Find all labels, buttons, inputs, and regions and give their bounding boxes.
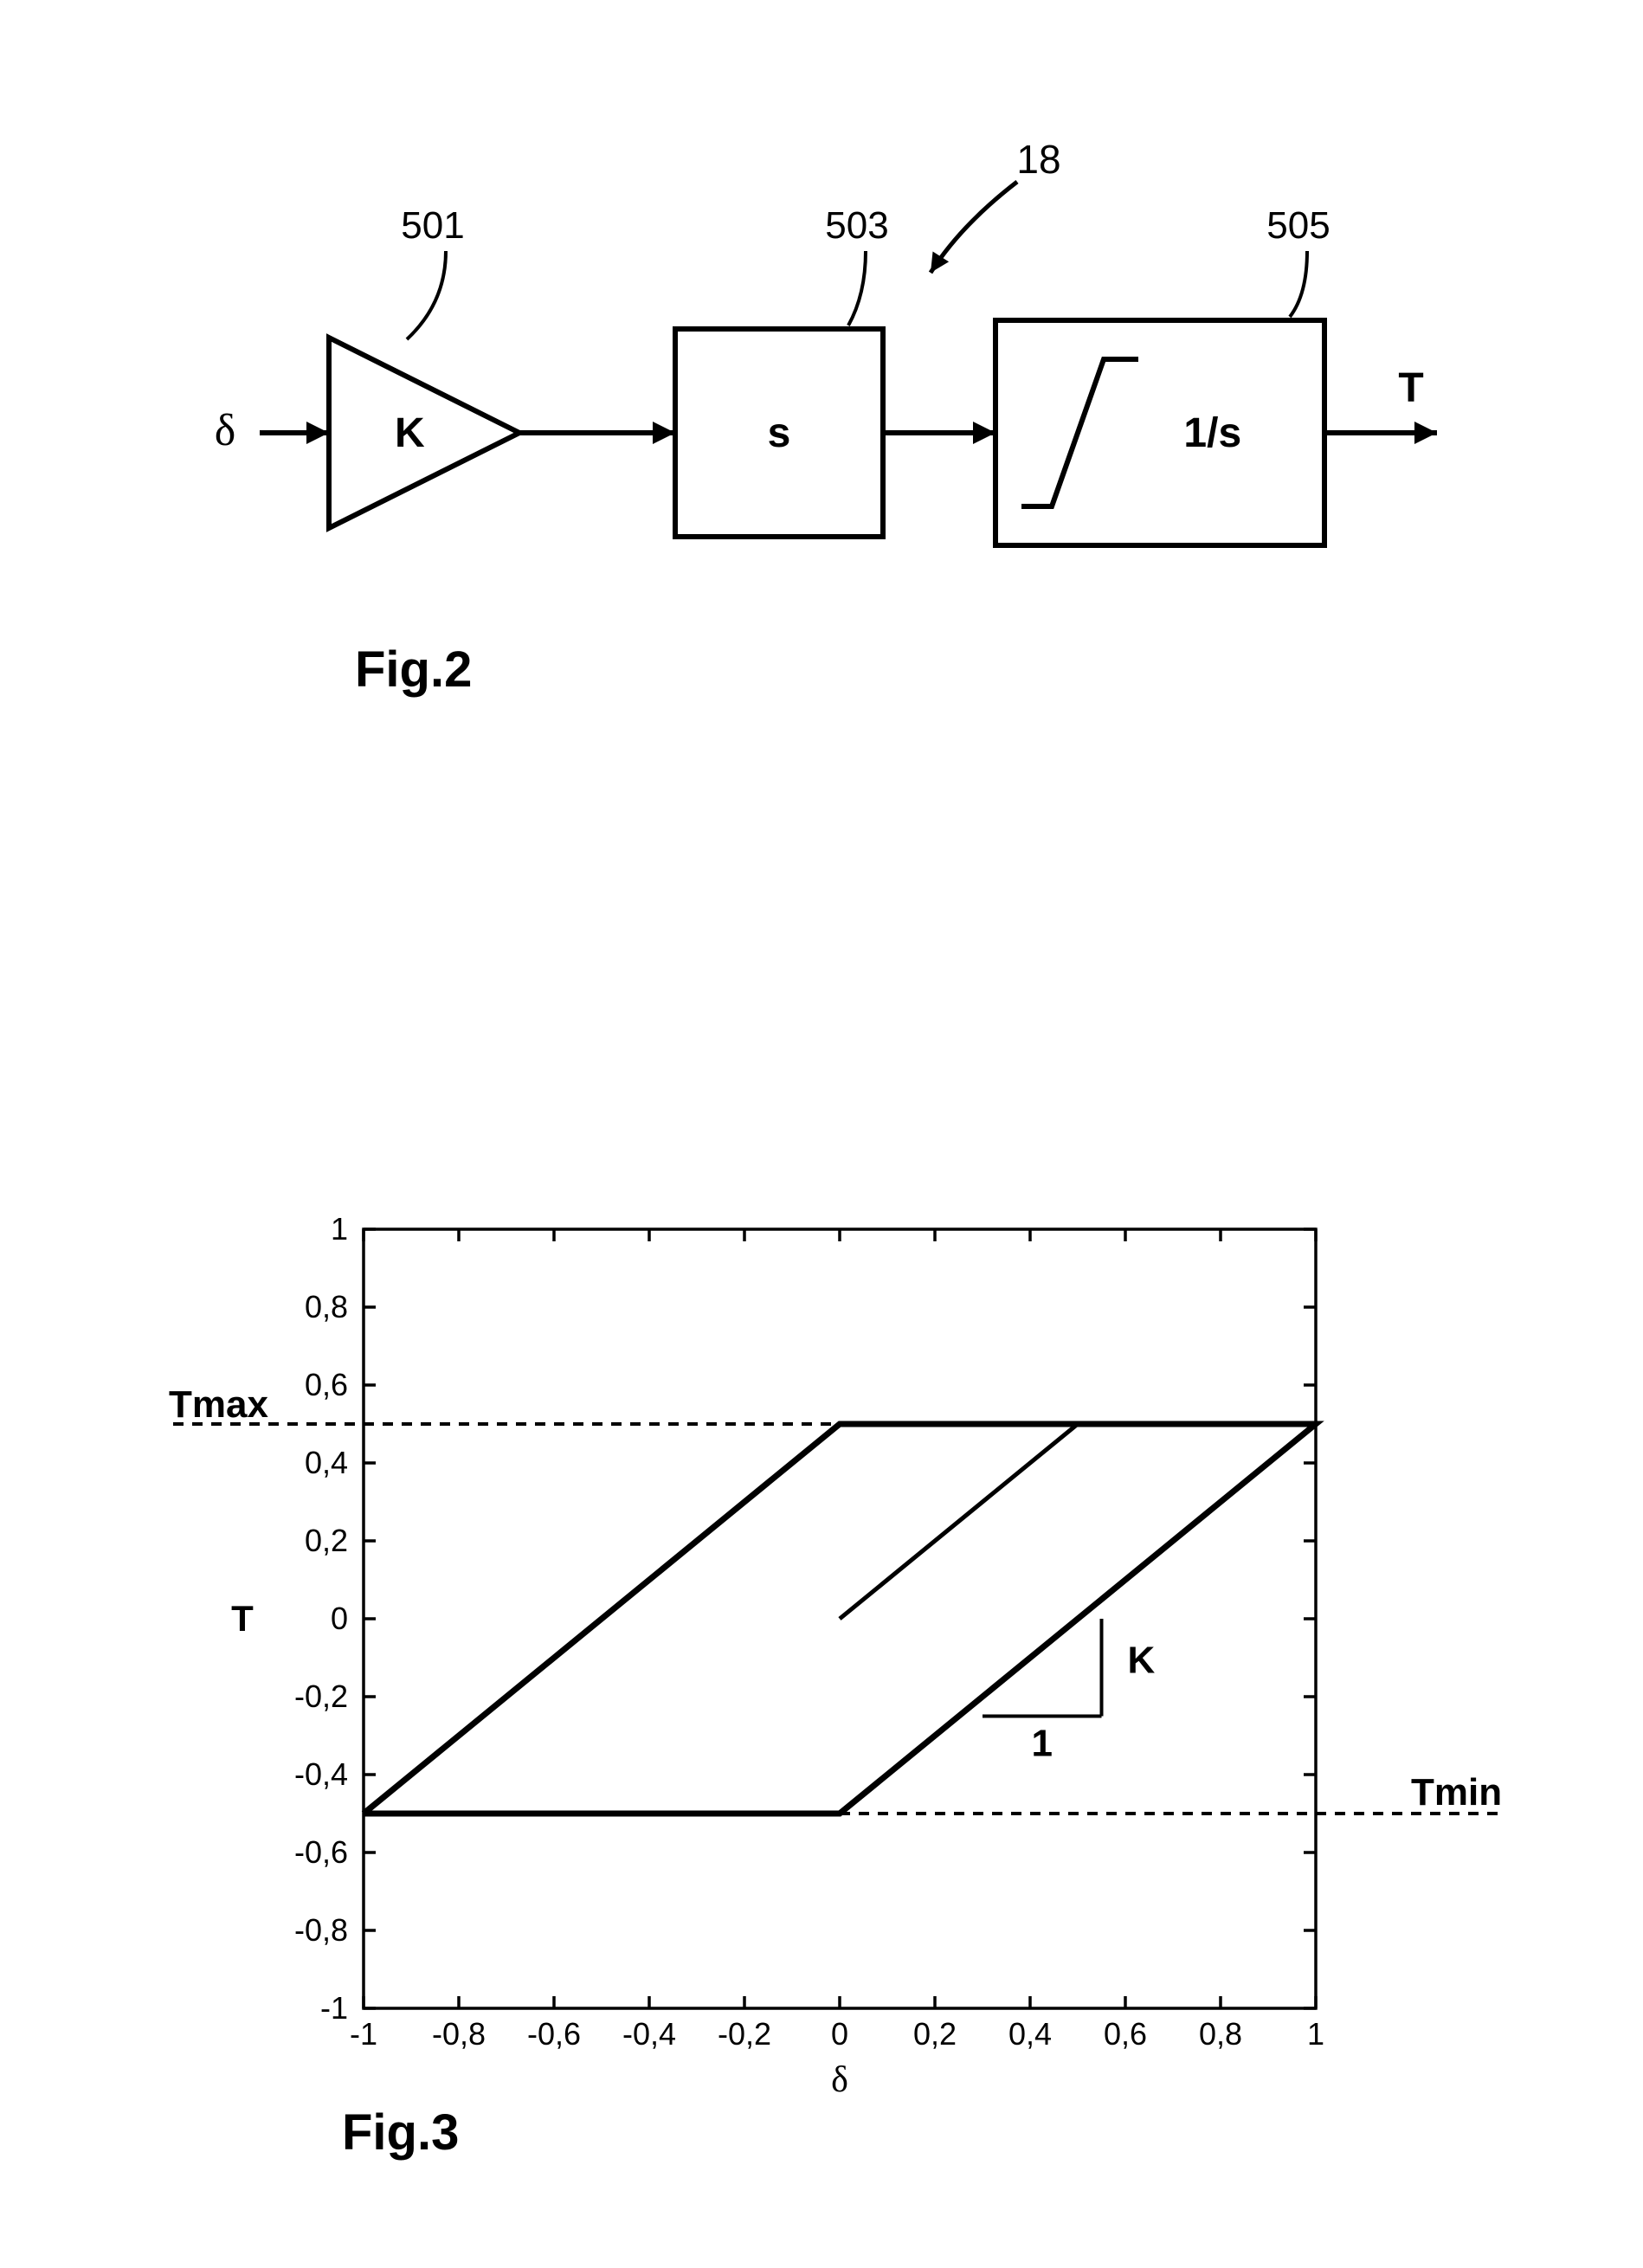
y-tick-label: -1 bbox=[320, 1990, 348, 2026]
integrator-label: 1/s bbox=[1183, 410, 1241, 456]
fig3-hysteresis-chart: -1 -0,8 -0,6 -0,4 -0,2 0 0,2 0,4 0,6 0,8 1 -1 -0,8 -0… bbox=[0, 1091, 1643, 2129]
x-tick-label: -0,8 bbox=[432, 2016, 486, 2052]
center-slope-line bbox=[840, 1424, 1078, 1619]
y-tick-label: -0,4 bbox=[294, 1756, 348, 1792]
fig2-output-label: T bbox=[1398, 365, 1423, 411]
x-tick-label: -0,6 bbox=[527, 2016, 581, 2052]
y-tick-label: 0 bbox=[331, 1601, 348, 1636]
x-axis-label: δ bbox=[831, 2060, 848, 2100]
y-tick-label: 0,4 bbox=[305, 1445, 348, 1480]
fig3-caption: Fig.3 bbox=[342, 2104, 459, 2162]
derivative-label: s bbox=[768, 410, 791, 456]
y-tick-label: -0,2 bbox=[294, 1678, 348, 1714]
fig2-block-diagram: δ K 501 s 503 1/s 505 T 18 bbox=[0, 121, 1643, 727]
slope-1-label: 1 bbox=[1032, 1723, 1053, 1765]
sat-integrator-block bbox=[995, 320, 1324, 545]
x-tick-label: 0,2 bbox=[913, 2016, 957, 2052]
gain-ref-label: 501 bbox=[401, 204, 464, 247]
x-tick-label: -1 bbox=[350, 2016, 377, 2052]
y-tick-label: -0,6 bbox=[294, 1834, 348, 1870]
x-tick-label: 0,4 bbox=[1008, 2016, 1052, 2052]
fig2-input-label: δ bbox=[215, 406, 236, 455]
y-axis-label: T bbox=[231, 1598, 254, 1639]
y-tick-label: -0,8 bbox=[294, 1912, 348, 1948]
x-tick-label: 1 bbox=[1307, 2016, 1324, 2052]
gain-label: K bbox=[395, 410, 425, 456]
tmax-label: Tmax bbox=[169, 1383, 268, 1426]
y-tick-label: 1 bbox=[331, 1211, 348, 1247]
y-tick-label: 0,8 bbox=[305, 1289, 348, 1324]
x-tick-label: 0 bbox=[831, 2016, 848, 2052]
slope-K-label: K bbox=[1128, 1639, 1156, 1681]
derivative-ref-label: 503 bbox=[825, 204, 888, 247]
x-tick-label: 0,6 bbox=[1104, 2016, 1147, 2052]
tmin-label: Tmin bbox=[1411, 1771, 1502, 1814]
x-tick-label: -0,4 bbox=[622, 2016, 676, 2052]
y-tick-label: 0,6 bbox=[305, 1367, 348, 1402]
x-tick-label: -0,2 bbox=[718, 2016, 771, 2052]
y-tick-label: 0,2 bbox=[305, 1523, 348, 1558]
integrator-ref-label: 505 bbox=[1266, 204, 1330, 247]
x-tick-label: 0,8 bbox=[1199, 2016, 1242, 2052]
fig2-reference-label: 18 bbox=[1016, 137, 1060, 182]
fig2-caption: Fig.2 bbox=[355, 641, 472, 699]
saturation-icon bbox=[1021, 359, 1138, 506]
